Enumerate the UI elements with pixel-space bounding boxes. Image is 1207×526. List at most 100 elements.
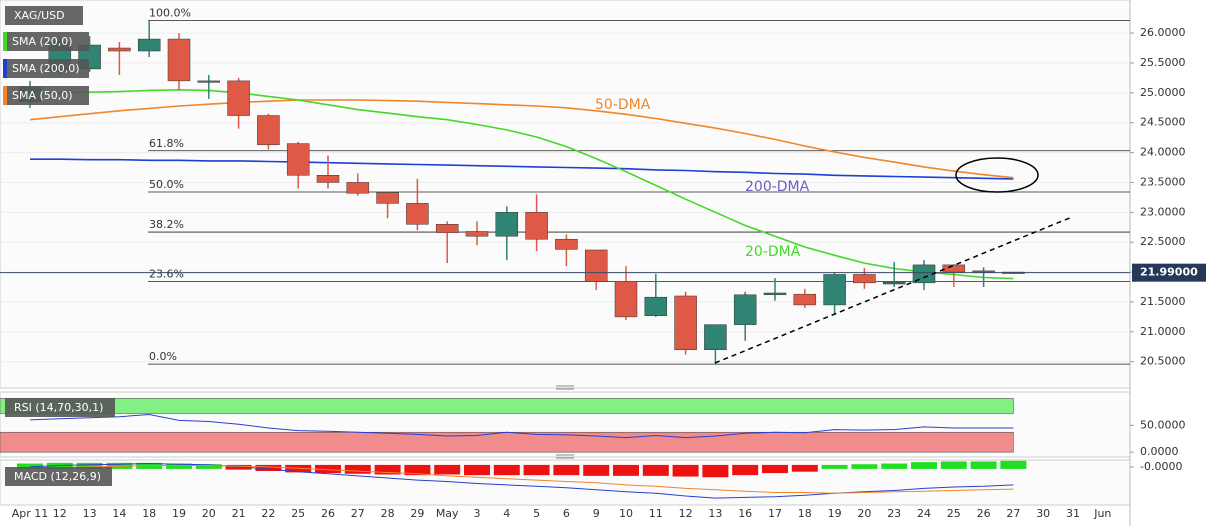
candle-body bbox=[495, 212, 519, 237]
legend-box bbox=[3, 86, 89, 105]
candle-body bbox=[525, 212, 548, 240]
macd-histogram-bar bbox=[970, 461, 997, 469]
legend-box bbox=[5, 6, 83, 25]
candle-body bbox=[912, 264, 936, 284]
x-tick-label: 4 bbox=[503, 507, 510, 520]
highlight-ellipse bbox=[955, 157, 1039, 193]
macd-histogram-bar bbox=[493, 464, 520, 476]
candle-body bbox=[853, 274, 876, 284]
moving-average bbox=[30, 158, 1014, 180]
fib-label: 23.6% bbox=[149, 268, 184, 281]
legend-box bbox=[5, 467, 112, 486]
x-tick-label: 19 bbox=[828, 507, 842, 520]
x-tick-label: 20 bbox=[202, 507, 216, 520]
candle-body bbox=[286, 143, 310, 176]
candle-body bbox=[167, 38, 191, 82]
legend-label: XAG/USD bbox=[14, 9, 65, 22]
y-tick-label: 24.0000 bbox=[1140, 146, 1186, 159]
legend-box bbox=[3, 59, 89, 78]
x-tick-label: 12 bbox=[679, 507, 693, 520]
x-tick-label: 20 bbox=[857, 507, 871, 520]
y-tick-label: 23.5000 bbox=[1140, 175, 1186, 188]
x-tick-label: 16 bbox=[738, 507, 752, 520]
macd-histogram-bar bbox=[940, 461, 967, 469]
y-tick-label: 0.0000 bbox=[1140, 445, 1179, 458]
legend-swatch bbox=[3, 59, 7, 78]
y-tick-label: 23.0000 bbox=[1140, 205, 1186, 218]
candle-body bbox=[942, 264, 966, 273]
x-tick-label: 29 bbox=[410, 507, 424, 520]
y-tick-label: 21.5000 bbox=[1140, 295, 1186, 308]
candle-body bbox=[614, 281, 638, 318]
y-tick-label: -0.0000 bbox=[1140, 460, 1182, 473]
x-tick-label: 3 bbox=[474, 507, 481, 520]
pane-grip[interactable] bbox=[556, 385, 574, 459]
macd-histogram-bar bbox=[1000, 460, 1027, 469]
x-tick-label: 30 bbox=[1036, 507, 1050, 520]
candle-body bbox=[257, 115, 280, 146]
x-tick-label: 28 bbox=[381, 507, 395, 520]
candle-body bbox=[644, 296, 668, 316]
macd-histogram-bar bbox=[911, 462, 937, 469]
candle-body bbox=[882, 281, 906, 285]
candle-body bbox=[763, 292, 787, 296]
x-tick-label: 10 bbox=[619, 507, 633, 520]
macd-histogram-bar bbox=[791, 464, 818, 472]
annotation: 50-DMA bbox=[595, 97, 651, 113]
macd-histogram-bar bbox=[195, 464, 222, 469]
rsi-line bbox=[29, 413, 1014, 439]
trend-line bbox=[714, 216, 1073, 364]
macd-histogram-bar bbox=[881, 463, 908, 469]
x-tick-label: 22 bbox=[261, 507, 275, 520]
candle-body bbox=[406, 203, 429, 225]
annotation: 200-DMA bbox=[745, 179, 810, 195]
x-tick-label: 25 bbox=[947, 507, 961, 520]
rsi-band bbox=[0, 398, 1014, 414]
candle-body bbox=[555, 238, 578, 250]
x-tick-label: 31 bbox=[1066, 507, 1080, 520]
x-tick-label: Apr 11 bbox=[12, 507, 49, 520]
macd-histogram-bar bbox=[523, 464, 550, 476]
macd-histogram-bar bbox=[613, 464, 639, 476]
x-tick-label: 13 bbox=[83, 507, 97, 520]
macd-histogram-bar bbox=[702, 464, 729, 478]
macd-histogram-bar bbox=[553, 464, 580, 476]
candle-body bbox=[674, 295, 697, 350]
x-tick-label: 12 bbox=[53, 507, 67, 520]
macd-histogram-bar bbox=[434, 464, 461, 475]
macd-line bbox=[29, 465, 1014, 494]
macd-histogram-bar bbox=[76, 462, 103, 469]
candle-body bbox=[704, 324, 727, 350]
legend-label: SMA (20,0) bbox=[12, 35, 73, 48]
macd-histogram-bar bbox=[315, 464, 341, 474]
fib-label: 61.8% bbox=[149, 137, 184, 150]
macd-histogram-bar bbox=[642, 464, 669, 476]
x-tick-label: 26 bbox=[977, 507, 991, 520]
x-tick-label: 9 bbox=[593, 507, 600, 520]
x-tick-label: 27 bbox=[351, 507, 365, 520]
fib-label: 50.0% bbox=[149, 178, 184, 191]
macd-histogram-bar bbox=[672, 464, 699, 477]
candle-body bbox=[376, 192, 399, 204]
candle-body bbox=[733, 294, 757, 325]
candle-body bbox=[793, 293, 817, 306]
y-tick-label: 26.0000 bbox=[1140, 26, 1186, 39]
x-tick-label: 18 bbox=[142, 507, 156, 520]
macd-histogram-bar bbox=[166, 463, 192, 469]
candle-body bbox=[197, 80, 221, 83]
x-tick-label: 17 bbox=[768, 507, 782, 520]
y-tick-label: 22.5000 bbox=[1140, 235, 1186, 248]
x-tick-label: 5 bbox=[533, 507, 540, 520]
macd-histogram-bar bbox=[732, 464, 759, 476]
macd-histogram-bar bbox=[464, 464, 490, 476]
candle-body bbox=[137, 38, 161, 52]
legend-swatch bbox=[3, 86, 7, 105]
legend-label: SMA (200,0) bbox=[12, 62, 80, 75]
legend-box bbox=[5, 398, 115, 417]
macd-histogram-bar bbox=[344, 464, 371, 474]
y-tick-label: 20.5000 bbox=[1140, 355, 1186, 368]
x-tick-label: 6 bbox=[563, 507, 570, 520]
x-tick-label: 24 bbox=[917, 507, 931, 520]
legend-box bbox=[3, 32, 89, 51]
